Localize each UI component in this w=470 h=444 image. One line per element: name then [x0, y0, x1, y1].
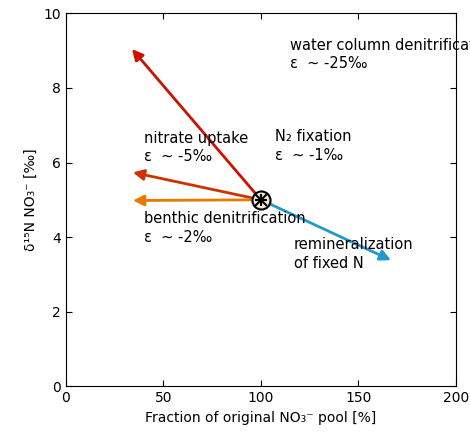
Text: nitrate uptake
ε  ~ -5‰: nitrate uptake ε ~ -5‰ [144, 131, 248, 164]
Y-axis label: δ¹⁵N NO₃⁻ [‰]: δ¹⁵N NO₃⁻ [‰] [24, 148, 38, 251]
Text: water column denitrification
ε  ~ -25‰: water column denitrification ε ~ -25‰ [290, 38, 470, 71]
Text: remineralization
of fixed N: remineralization of fixed N [294, 237, 414, 271]
Text: N₂ fixation
ε  ~ -1‰: N₂ fixation ε ~ -1‰ [274, 129, 351, 163]
X-axis label: Fraction of original NO₃⁻ pool [%]: Fraction of original NO₃⁻ pool [%] [145, 411, 376, 425]
Text: benthic denitrification
ε  ~ -2‰: benthic denitrification ε ~ -2‰ [144, 211, 306, 245]
